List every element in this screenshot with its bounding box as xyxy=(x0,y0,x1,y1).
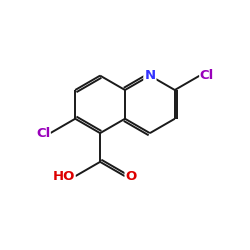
Text: N: N xyxy=(144,69,156,82)
Text: O: O xyxy=(125,170,136,183)
Text: HO: HO xyxy=(53,170,75,183)
Text: Cl: Cl xyxy=(200,69,214,82)
Text: Cl: Cl xyxy=(36,126,50,140)
